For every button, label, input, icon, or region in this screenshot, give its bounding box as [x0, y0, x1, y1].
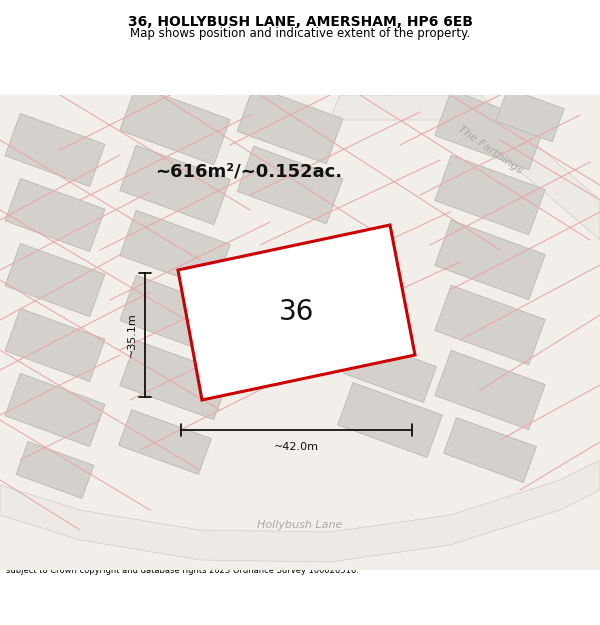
Polygon shape — [435, 351, 545, 429]
Text: 36, HOLLYBUSH LANE, AMERSHAM, HP6 6EB: 36, HOLLYBUSH LANE, AMERSHAM, HP6 6EB — [128, 16, 473, 29]
Polygon shape — [120, 86, 230, 164]
Text: Map shows position and indicative extent of the property.: Map shows position and indicative extent… — [130, 27, 470, 39]
Text: The Farthings: The Farthings — [456, 124, 524, 176]
Polygon shape — [0, 460, 600, 562]
Polygon shape — [435, 156, 545, 234]
Polygon shape — [5, 374, 105, 446]
Polygon shape — [120, 341, 230, 419]
Polygon shape — [0, 95, 600, 570]
Polygon shape — [237, 146, 343, 224]
Text: Contains OS data © Crown copyright and database right 2021. This information is : Contains OS data © Crown copyright and d… — [6, 545, 596, 575]
Polygon shape — [5, 114, 105, 186]
Text: ~42.0m: ~42.0m — [274, 442, 319, 452]
Polygon shape — [237, 86, 343, 164]
Text: 36: 36 — [278, 299, 314, 326]
Polygon shape — [16, 442, 94, 498]
Polygon shape — [338, 382, 442, 458]
Polygon shape — [435, 91, 545, 169]
Polygon shape — [5, 309, 105, 381]
Polygon shape — [5, 244, 105, 316]
Polygon shape — [443, 418, 536, 482]
Polygon shape — [120, 146, 230, 224]
Polygon shape — [344, 338, 436, 402]
Text: Hollybush Lane: Hollybush Lane — [257, 520, 343, 530]
Polygon shape — [5, 179, 105, 251]
Polygon shape — [119, 409, 211, 474]
Polygon shape — [120, 276, 230, 354]
Polygon shape — [435, 286, 545, 364]
Polygon shape — [178, 225, 415, 400]
Polygon shape — [120, 211, 230, 289]
Text: ~616m²/~0.152ac.: ~616m²/~0.152ac. — [155, 162, 342, 180]
Polygon shape — [496, 88, 564, 142]
Polygon shape — [435, 221, 545, 299]
Text: ~35.1m: ~35.1m — [127, 312, 137, 358]
Polygon shape — [330, 95, 600, 240]
